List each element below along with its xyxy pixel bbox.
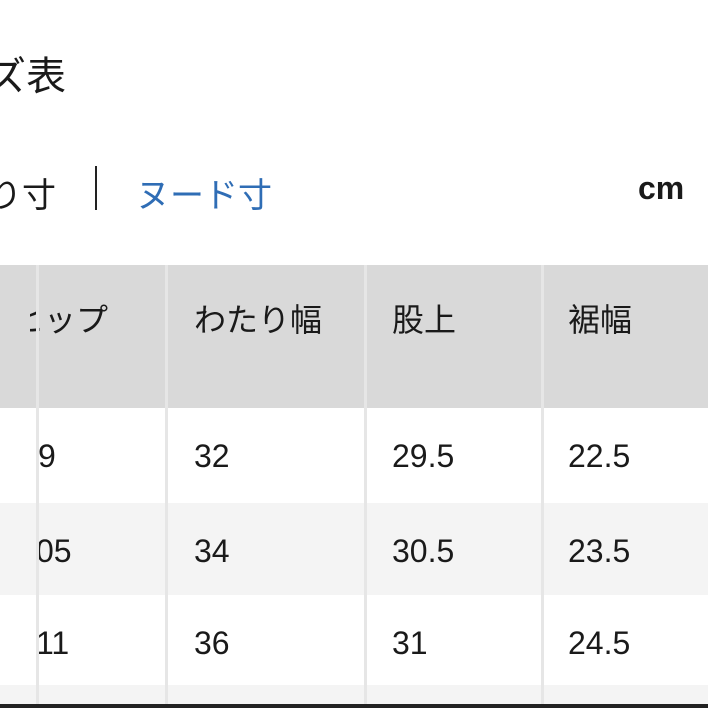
table-row: 05 34 30.5 23.5 [0, 503, 708, 595]
tab-divider [95, 166, 97, 210]
cell-rise: 30.5 [392, 533, 455, 569]
column-divider [541, 265, 544, 706]
cell-hem-width: 23.5 [568, 533, 631, 569]
table-header-row: ヒップ わたり幅 股上 裾幅 [0, 265, 708, 408]
unit-label: cm [638, 170, 685, 206]
column-divider [36, 265, 39, 706]
tab-garment-measurements[interactable]: り寸 [0, 176, 56, 216]
cell-rise: 31 [392, 625, 428, 661]
header-hem-width: 裾幅 [568, 301, 633, 339]
cell-thigh-width: 34 [194, 533, 230, 569]
table-row [0, 685, 708, 706]
tab-body-measurements[interactable]: ヌード寸 [136, 176, 272, 216]
size-table: ヒップ わたり幅 股上 裾幅 9 32 29.5 22.5 05 34 30.5… [0, 265, 708, 706]
table-row: 9 32 29.5 22.5 [0, 408, 708, 503]
header-rise: 股上 [392, 301, 457, 339]
cell-hip: 05 [36, 533, 72, 569]
cell-hip: 9 [38, 438, 56, 474]
cell-hem-width: 24.5 [568, 625, 631, 661]
bottom-border [0, 704, 708, 708]
cell-thigh-width: 32 [194, 438, 230, 474]
column-divider [364, 265, 367, 706]
table-row: 11 36 31 24.5 [0, 595, 708, 685]
cell-thigh-width: 36 [194, 625, 230, 661]
cell-hip: 11 [36, 625, 70, 661]
cell-hem-width: 22.5 [568, 438, 631, 474]
header-thigh-width: わたり幅 [194, 301, 323, 339]
header-hip: ヒップ [30, 301, 109, 339]
page-title: ズ表 [0, 54, 66, 100]
cell-rise: 29.5 [392, 438, 455, 474]
column-divider [165, 265, 168, 706]
